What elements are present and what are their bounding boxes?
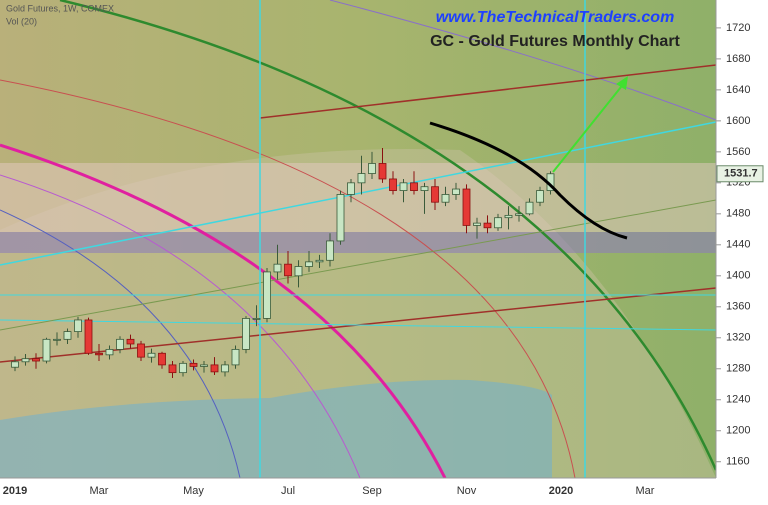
candle-body (242, 318, 250, 350)
magenta-arc (0, 143, 447, 479)
y-tick-label: 1240 (726, 394, 750, 406)
candle-body (347, 182, 355, 195)
x-tick-label: Mar (636, 485, 655, 497)
x-tick-label: 2019 (3, 485, 27, 497)
x-tick-label: Jul (281, 485, 295, 497)
candle-body (410, 182, 418, 191)
y-tick-label: 1400 (726, 270, 750, 282)
purple-band (0, 232, 716, 253)
volume-label: Vol (20) (6, 16, 37, 26)
candle-body (305, 261, 313, 267)
x-tick-label: May (183, 485, 204, 497)
candle-body (147, 352, 156, 358)
candle-body (462, 188, 471, 226)
candle-body (336, 194, 345, 242)
y-tick-label: 1440 (726, 239, 750, 251)
volume-area (0, 379, 552, 478)
candle-body (378, 163, 387, 180)
candle-body (168, 364, 177, 374)
arrow-head (616, 76, 628, 90)
candle-body (200, 364, 208, 367)
y-tick-label: 1280 (726, 363, 750, 375)
candle-body (53, 338, 61, 341)
candle-body (21, 358, 30, 363)
y-tick-label: 1320 (726, 332, 750, 344)
candle-body (32, 358, 40, 362)
candle-body (326, 240, 334, 261)
site-url: www.TheTechnicalTraders.com (436, 9, 675, 26)
time-axis (0, 478, 716, 505)
candle-body (441, 194, 450, 203)
candle-body (221, 364, 229, 373)
arc (0, 79, 576, 479)
arc (329, 0, 717, 121)
green-arc (59, 0, 718, 471)
candle-body (483, 222, 492, 229)
y-tick-label: 1560 (726, 146, 750, 158)
candle-body (273, 263, 282, 273)
y-tick-label: 1640 (726, 84, 750, 96)
candle-body (473, 222, 481, 226)
y-tick-label: 1200 (726, 425, 750, 437)
candle-body (315, 259, 324, 263)
candle-body (452, 188, 460, 195)
y-tick-label: 1720 (726, 22, 750, 34)
candle-body (399, 182, 408, 191)
candles (11, 147, 555, 379)
candle-body (126, 338, 135, 345)
candle-body (252, 318, 261, 320)
candle-body (357, 173, 366, 184)
candle-body (536, 190, 544, 203)
candle-body (515, 213, 523, 216)
trend-line (0, 199, 717, 331)
candle-body (95, 352, 103, 356)
candle-body (389, 178, 397, 191)
price-axis (716, 0, 768, 505)
candle-body (504, 214, 513, 219)
chart-title: GC - Gold Futures Monthly Chart (430, 33, 680, 50)
symbol-label: Gold Futures, 1W, COMEX (6, 3, 114, 13)
arc (0, 174, 361, 479)
trend-line (0, 319, 717, 331)
y-tick-label: 1480 (726, 208, 750, 220)
candle-body (137, 343, 145, 358)
candle-body (231, 348, 240, 366)
candle-body (263, 271, 271, 319)
x-tick-label: Nov (457, 485, 477, 497)
last-price-label: 1531.7 (724, 168, 758, 180)
candle-body (525, 201, 534, 215)
candle-body (431, 186, 439, 203)
y-tick-label: 1160 (726, 456, 750, 468)
candle-body (368, 163, 376, 174)
candle-body (494, 217, 502, 229)
candle-body (420, 186, 429, 191)
projection-curve (429, 121, 628, 240)
candle-body (210, 364, 219, 373)
candle-body (74, 319, 82, 332)
candle-body (63, 331, 72, 340)
candle-body (11, 361, 19, 368)
x-tick-label: Sep (362, 485, 382, 497)
y-tick-label: 1360 (726, 301, 750, 313)
candle-body (284, 263, 292, 277)
trend-line (259, 64, 717, 119)
y-tick-label: 1600 (726, 115, 750, 127)
last-price-box (716, 165, 764, 183)
candle-body (116, 338, 124, 350)
candle-body (105, 348, 114, 356)
candle-body (179, 362, 187, 374)
candle-body (189, 362, 198, 367)
y-tick-label: 1680 (726, 53, 750, 65)
candle-body (158, 352, 166, 366)
candle-body (84, 319, 93, 354)
projection-arrow (552, 81, 626, 173)
candle-body (294, 266, 303, 277)
trend-line (0, 121, 717, 266)
x-tick-label: Mar (90, 485, 109, 497)
x-tick-label: 2020 (549, 485, 573, 497)
candle-body (42, 338, 51, 362)
